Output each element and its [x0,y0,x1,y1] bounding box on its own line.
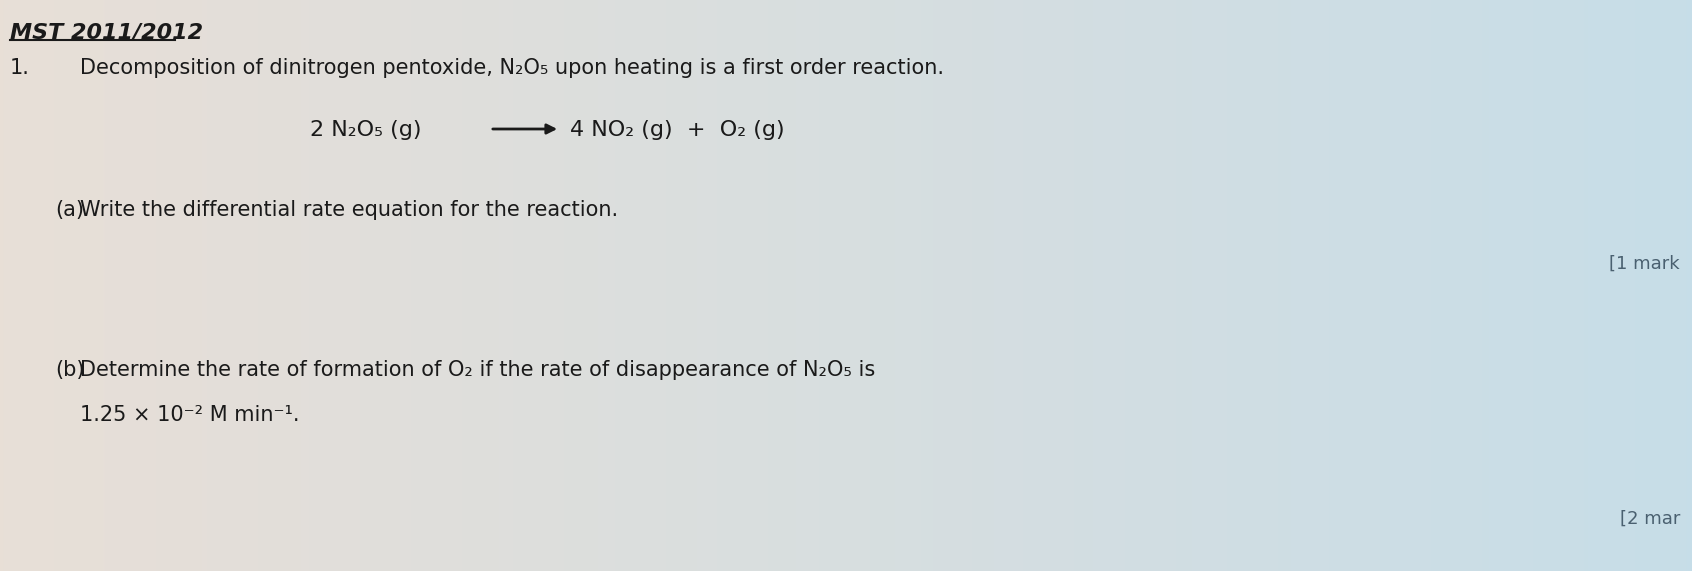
Text: MST 2011/2012: MST 2011/2012 [10,22,203,42]
Text: Determine the rate of formation of O₂ if the rate of disappearance of N₂O₅ is: Determine the rate of formation of O₂ if… [80,360,875,380]
Text: 4 NO₂ (g)  +  O₂ (g): 4 NO₂ (g) + O₂ (g) [570,120,785,140]
Text: 1.: 1. [10,58,30,78]
Text: Write the differential rate equation for the reaction.: Write the differential rate equation for… [80,200,618,220]
Text: 1.25 × 10⁻² M min⁻¹.: 1.25 × 10⁻² M min⁻¹. [80,405,299,425]
Text: (b): (b) [56,360,85,380]
Text: [2 mar: [2 mar [1619,510,1680,528]
Text: [1 mark: [1 mark [1609,255,1680,273]
Text: 2 N₂O₅ (g): 2 N₂O₅ (g) [310,120,421,140]
Text: (a): (a) [56,200,85,220]
Text: Decomposition of dinitrogen pentoxide, N₂O₅ upon heating is a first order reacti: Decomposition of dinitrogen pentoxide, N… [80,58,944,78]
